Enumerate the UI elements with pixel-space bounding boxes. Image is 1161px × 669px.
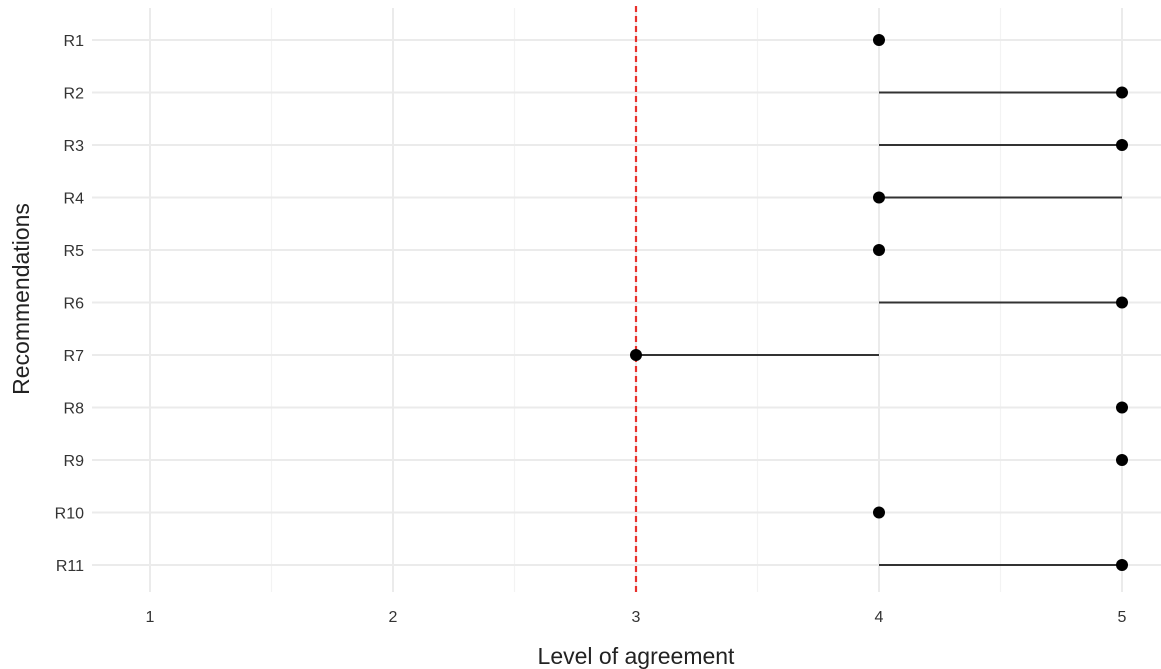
y-tick-label-r2: R2 [64, 86, 85, 103]
point-r3 [1116, 139, 1128, 151]
y-tick-label-r6: R6 [64, 296, 85, 313]
point-r11 [1116, 559, 1128, 571]
point-r2 [1116, 86, 1128, 99]
x-tick-label-5: 5 [1118, 609, 1127, 626]
x-axis-title: Level of agreement [538, 643, 736, 669]
y-tick-label-r7: R7 [64, 348, 85, 365]
point-r4 [873, 191, 885, 204]
y-tick-label-r3: R3 [64, 138, 85, 155]
point-r6 [1116, 296, 1128, 309]
x-tick-label-1: 1 [146, 609, 155, 626]
y-tick-label-r1: R1 [64, 33, 85, 50]
point-r9 [1116, 454, 1128, 466]
point-r1 [873, 34, 885, 46]
x-tick-label-2: 2 [389, 609, 398, 626]
y-tick-labels: R1 R2 R3 R4 R5 R6 R7 R8 R9 R10 R11 [55, 33, 84, 575]
x-tick-label-4: 4 [875, 609, 884, 626]
point-r10 [873, 506, 885, 519]
x-tick-label-3: 3 [632, 609, 641, 626]
y-tick-label-r5: R5 [64, 243, 85, 260]
y-tick-label-r8: R8 [64, 401, 85, 418]
point-r8 [1116, 401, 1128, 414]
y-tick-label-r9: R9 [64, 453, 85, 470]
y-tick-label-r4: R4 [64, 191, 85, 208]
points [630, 34, 1128, 571]
point-r7 [630, 349, 642, 361]
x-tick-labels: 1 2 3 4 5 [146, 609, 1127, 626]
y-tick-label-r10: R10 [55, 506, 84, 523]
point-r5 [873, 244, 885, 256]
y-tick-label-r11: R11 [56, 558, 84, 575]
grid [92, 8, 1161, 592]
y-axis-title: Recommendations [8, 203, 34, 395]
range-lines [636, 91, 1122, 566]
